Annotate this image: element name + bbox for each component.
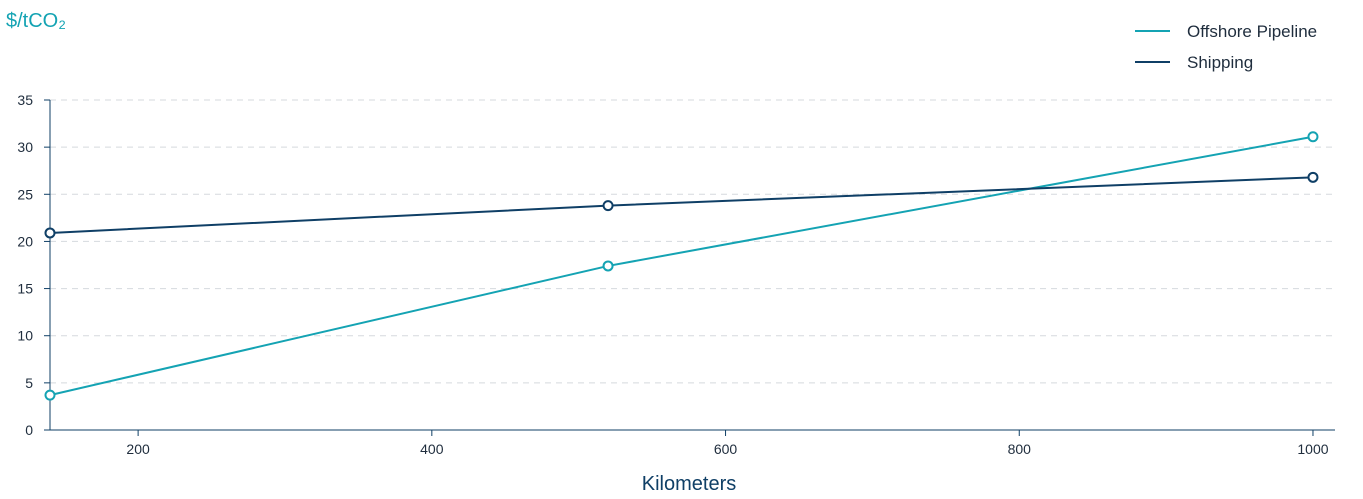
x-tick-label: 800	[1008, 441, 1032, 457]
y-tick-label: 35	[17, 92, 33, 108]
data-point-offshore-pipeline	[602, 260, 614, 272]
y-tick-label: 30	[17, 139, 33, 155]
series-line-shipping	[49, 176, 1314, 234]
y-tick-label: 25	[17, 186, 33, 202]
x-axis-title: Kilometers	[642, 473, 736, 495]
axes: 0 5 10 15 20 25 30 35 200 400 600 800 1000	[17, 92, 1335, 457]
series-line-offshore-pipeline	[49, 135, 1314, 397]
data-point-shipping	[602, 200, 614, 212]
x-tick-label: 1000	[1297, 441, 1328, 457]
y-tick-label: 0	[25, 422, 33, 438]
legend-label-shipping: Shipping	[1187, 53, 1253, 72]
y-tick-label: 15	[17, 281, 33, 297]
data-point-shipping	[44, 227, 56, 239]
data-point-offshore-pipeline	[44, 389, 56, 401]
data-point-offshore-pipeline	[1307, 131, 1319, 143]
x-tick-label: 600	[714, 441, 738, 457]
legend: Offshore Pipeline Shipping	[1135, 22, 1317, 72]
y-axis-unit-label: $/tCO₂	[6, 10, 66, 32]
y-tick-label: 10	[17, 328, 33, 344]
y-tick-label: 20	[17, 233, 33, 249]
y-tick-label: 5	[25, 375, 33, 391]
grid	[50, 99, 1335, 384]
x-tick-label: 400	[420, 441, 444, 457]
series-layer	[44, 131, 1319, 401]
x-tick-label: 200	[126, 441, 150, 457]
data-point-shipping	[1307, 171, 1319, 183]
legend-label-offshore-pipeline: Offshore Pipeline	[1187, 22, 1317, 41]
